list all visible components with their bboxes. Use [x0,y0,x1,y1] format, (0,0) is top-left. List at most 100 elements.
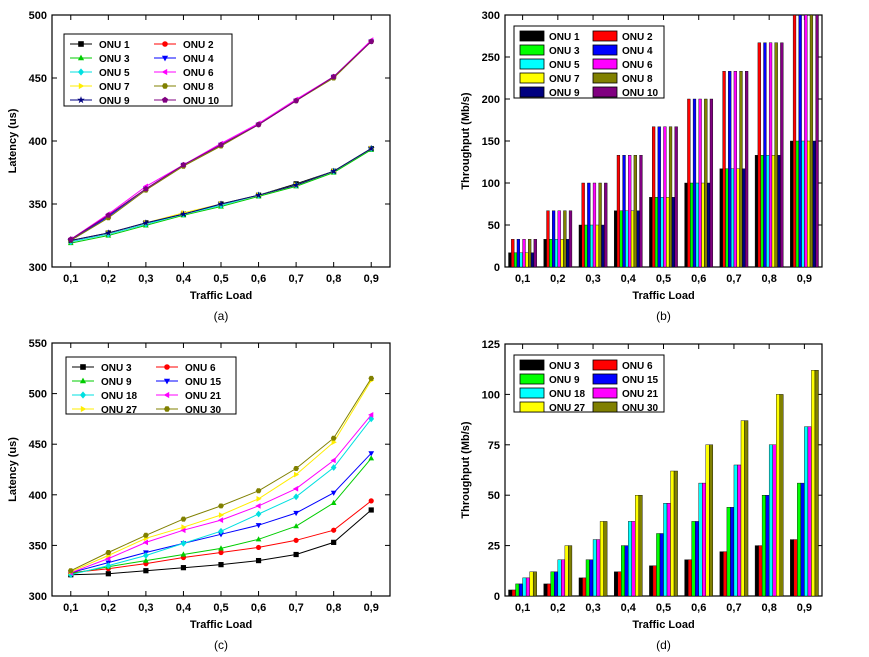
data-point [105,212,112,218]
legend-entry: ONU 4 [622,46,653,57]
legend-box [63,33,233,107]
legend-entry: ONU 21 [622,389,659,400]
bar [801,140,805,268]
series-onu-5 [67,145,375,246]
bar [554,571,559,597]
bar [687,559,692,597]
data-point [180,551,187,557]
bar [552,210,556,268]
bar [621,545,625,597]
bar [774,42,778,268]
bar [525,577,530,597]
series-line [70,148,372,241]
y-tick-label: 300 [29,591,47,603]
bar [739,71,743,268]
legend-marker [77,54,85,61]
bar [812,140,816,268]
y-tick-label: 400 [29,490,47,502]
bar [807,140,811,268]
x-tick-label: 0,6 [691,602,706,614]
bar [793,539,798,597]
bar [578,224,582,268]
legend-swatch [519,359,545,371]
bar [733,71,737,268]
series-onu-5 [519,140,805,268]
legend-entry: ONU 3 [549,46,580,57]
legend-marker [163,406,171,412]
data-point [331,527,337,533]
y-tick-label: 200 [482,94,500,106]
bar [744,420,749,597]
legend-entry: ONU 21 [185,391,222,402]
data-point [255,191,262,199]
bar [768,444,773,597]
data-point [367,144,375,152]
bar [733,464,738,597]
y-tick-label: 450 [29,439,47,451]
legend-swatch [519,44,545,56]
bar [585,559,590,597]
series-onu-1 [68,145,374,244]
data-point [368,451,375,457]
bar [613,210,618,268]
bar [704,98,708,268]
x-tick-label: 0,8 [762,273,777,285]
bar [557,559,562,597]
x-tick-label: 0,4 [621,602,637,614]
bar [797,482,802,597]
bar [765,495,770,597]
series-onu-6 [522,14,808,268]
data-point [180,161,187,168]
legend-marker [161,96,169,103]
bar [568,210,573,268]
x-tick-label: 0,4 [176,602,192,614]
y-tick-label: 150 [482,136,500,148]
series-onu-3 [67,146,375,246]
legend-swatch [519,30,545,42]
legend-marker [80,364,86,370]
y-tick-label: 0 [494,262,500,274]
bar [698,482,703,597]
bar [798,14,802,268]
bar [578,577,583,597]
data-point [180,540,187,547]
legend-swatch [592,401,618,413]
y-tick-label: 350 [29,199,47,211]
legend-box [65,356,237,415]
series-onu-4 [516,14,802,268]
x-tick-label: 0,2 [550,602,565,614]
bar [560,239,564,268]
data-point [331,439,337,445]
data-point [330,167,338,175]
bar [719,551,724,597]
y-tick-label: 250 [482,52,500,64]
subfigure-caption: (a) [214,309,229,323]
x-tick-label: 0,8 [326,273,341,285]
data-point [143,532,149,538]
y-tick-label: 450 [29,73,47,85]
data-point [217,517,224,523]
bar [635,495,640,597]
bar [673,470,678,597]
bar [628,155,632,268]
data-point [218,527,224,535]
y-tick-label: 350 [29,540,47,552]
bar [737,464,742,597]
y-tick-label: 400 [29,136,47,148]
legend-entry: ONU 18 [101,391,138,402]
x-tick-label: 0,4 [176,273,192,285]
series-onu-15 [518,482,805,597]
legend: ONU 3 ONU 6 ONU 9 ONU 15 ONU 18 ONU 21 ONU 27 O… [65,356,237,416]
bar [687,98,691,268]
data-point [105,571,111,577]
bar [684,182,688,268]
bar [671,197,675,268]
bar [557,210,561,268]
y-axis-label: Latency (us) [7,108,19,173]
data-point [368,455,375,461]
series-line [70,148,372,241]
legend-entry: ONU 7 [549,74,580,85]
bar [811,370,816,597]
x-tick-label: 0,7 [726,273,741,285]
y-tick-label: 50 [488,490,500,502]
